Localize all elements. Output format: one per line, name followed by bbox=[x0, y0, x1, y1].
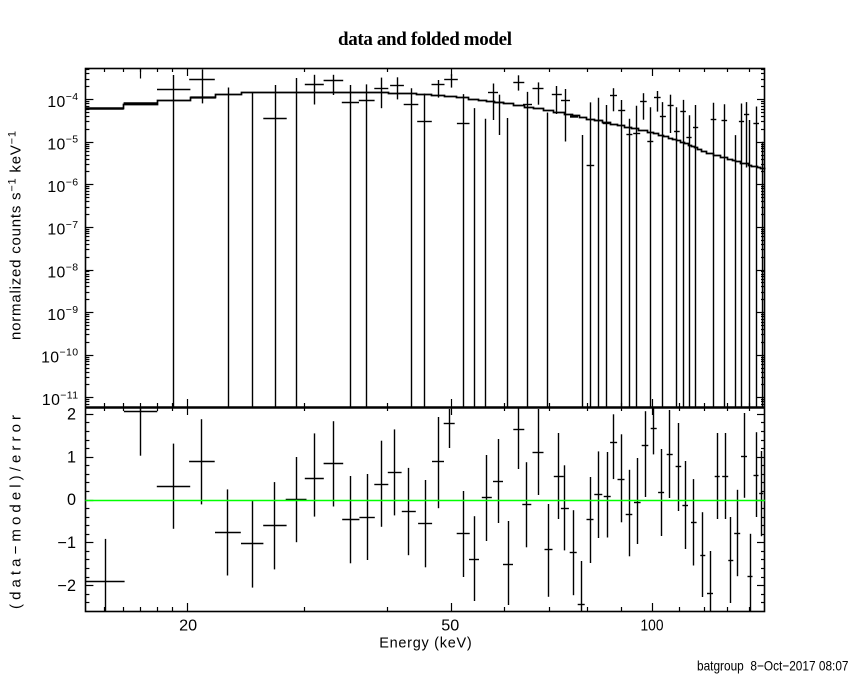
svg-text:1: 1 bbox=[67, 448, 76, 466]
svg-text:10−6: 10−6 bbox=[47, 176, 78, 196]
svg-text:10−7: 10−7 bbox=[47, 219, 78, 239]
svg-text:10−5: 10−5 bbox=[47, 134, 78, 154]
svg-text:0: 0 bbox=[67, 491, 76, 509]
svg-text:10−10: 10−10 bbox=[41, 347, 78, 367]
svg-text:10−9: 10−9 bbox=[47, 304, 78, 324]
svg-text:10−8: 10−8 bbox=[47, 262, 78, 282]
svg-text:20: 20 bbox=[179, 618, 197, 635]
svg-text:(data−model)/error: (data−model)/error bbox=[8, 415, 25, 609]
svg-text:2: 2 bbox=[67, 406, 76, 424]
svg-text:10−4: 10−4 bbox=[47, 91, 78, 111]
svg-text:Energy (keV): Energy (keV) bbox=[379, 636, 472, 652]
svg-text:10−11: 10−11 bbox=[42, 389, 79, 409]
svg-text:normalized counts s−1 keV−1: normalized counts s−1 keV−1 bbox=[7, 131, 25, 340]
svg-text:100: 100 bbox=[641, 618, 664, 635]
svg-text:data and folded model: data and folded model bbox=[338, 29, 512, 50]
svg-text:−1: −1 bbox=[58, 534, 76, 552]
svg-text:50: 50 bbox=[441, 618, 459, 635]
svg-text:batgroup 8−Oct−2017 08:07: batgroup 8−Oct−2017 08:07 bbox=[697, 659, 849, 674]
svg-text:−2: −2 bbox=[58, 577, 76, 595]
